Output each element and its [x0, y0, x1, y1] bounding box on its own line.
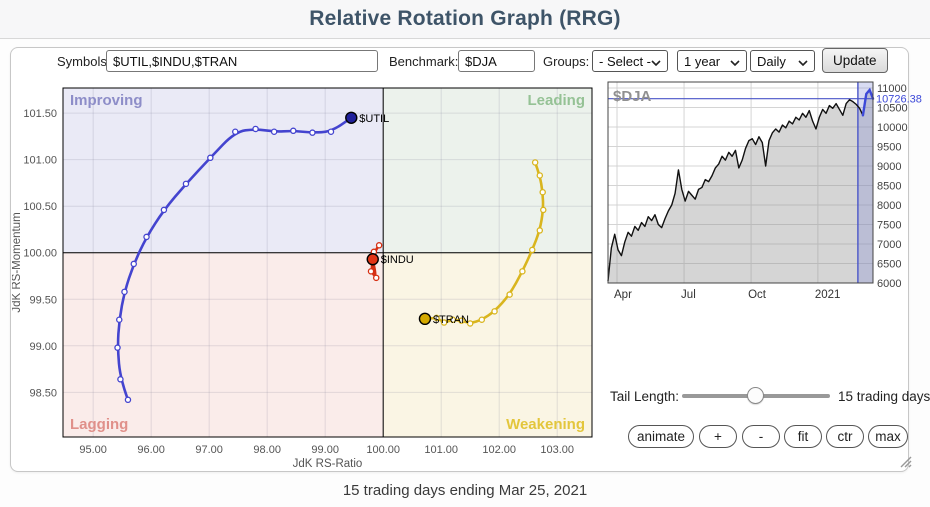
rrg-x-axis-label: JdK RS-Ratio [293, 458, 363, 470]
update-button[interactable]: Update [822, 48, 888, 73]
svg-text:Jul: Jul [681, 289, 696, 301]
svg-text:11000: 11000 [877, 83, 907, 95]
quadrant-leading [383, 88, 592, 253]
period-select-value: 1 year [684, 53, 721, 69]
price-line-recent [861, 87, 875, 117]
svg-text:101.00: 101.00 [424, 444, 458, 456]
svg-text:7000: 7000 [877, 239, 901, 251]
animate-button[interactable]: animate [628, 425, 694, 448]
quadrant-weakening [383, 252, 592, 437]
svg-text:8500: 8500 [877, 181, 901, 193]
svg-text:8000: 8000 [877, 200, 901, 212]
groups-select[interactable]: - Select - [592, 50, 668, 72]
benchmark-label: Benchmark: [389, 54, 459, 69]
chevron-down-icon [798, 54, 808, 69]
chevron-down-icon [730, 54, 740, 69]
symbol-label-$TRAN: $TRAN [433, 314, 469, 326]
symbol-label-$UTIL: $UTIL [359, 113, 389, 125]
svg-text:99.50: 99.50 [29, 294, 57, 306]
svg-text:96.00: 96.00 [137, 444, 165, 456]
page-title: Relative Rotation Graph (RRG) [309, 7, 621, 30]
center-button[interactable]: ctr [826, 425, 864, 448]
fit-button[interactable]: fit [784, 425, 822, 448]
svg-text:10000: 10000 [877, 122, 908, 134]
header-bar: Relative Rotation Graph (RRG) [0, 0, 930, 39]
tail-length-slider[interactable] [682, 387, 830, 404]
resize-handle-icon[interactable] [896, 452, 912, 468]
recent-period-band [857, 82, 873, 283]
svg-text:100.00: 100.00 [366, 444, 400, 456]
svg-text:9500: 9500 [877, 142, 901, 154]
svg-text:101.50: 101.50 [23, 108, 57, 120]
svg-text:6000: 6000 [877, 278, 901, 290]
svg-text:7500: 7500 [877, 220, 901, 232]
quadrant-improving [63, 88, 384, 253]
svg-text:100.00: 100.00 [23, 248, 57, 260]
svg-text:6500: 6500 [877, 259, 901, 271]
footer-caption: 15 trading days ending Mar 25, 2021 [342, 482, 588, 499]
quadrant-lagging [63, 252, 384, 437]
svg-text:99.00: 99.00 [29, 341, 57, 353]
last-value-label: 10726.38 [876, 94, 922, 106]
benchmark-chart: 11000 10500 10000 9500 9000 8500 8000 7500 7000 6… [607, 81, 922, 301]
quadrant-label-lagging: Lagging [70, 416, 128, 433]
svg-text:Oct: Oct [748, 289, 767, 301]
marker-$TRAN[interactable] [418, 312, 432, 326]
frequency-select[interactable]: Daily [750, 50, 815, 72]
zoom-out-button[interactable]: - [742, 425, 780, 448]
price-area [608, 89, 873, 283]
symbol-label-$INDU: $INDU [381, 254, 414, 266]
svg-text:9000: 9000 [877, 161, 901, 173]
quadrant-label-improving: Improving [70, 92, 143, 109]
groups-select-value: - Select - [599, 53, 652, 69]
frequency-select-value: Daily [757, 53, 786, 69]
svg-text:10500: 10500 [877, 103, 908, 115]
svg-text:102.00: 102.00 [482, 444, 516, 456]
marker-$INDU[interactable] [366, 253, 379, 266]
chevron-down-icon [651, 54, 661, 69]
symbols-input[interactable] [106, 50, 378, 72]
tail-length-value: 15 trading days [838, 389, 930, 404]
benchmark-input[interactable] [458, 50, 535, 72]
svg-text:97.00: 97.00 [195, 444, 223, 456]
symbols-label: Symbols: [57, 54, 111, 69]
period-select[interactable]: 1 year [677, 50, 747, 72]
svg-text:101.00: 101.00 [23, 155, 57, 167]
svg-text:95.00: 95.00 [79, 444, 107, 456]
benchmark-symbol-label: $DJA [613, 88, 652, 105]
svg-text:100.50: 100.50 [23, 201, 57, 213]
svg-text:Apr: Apr [614, 289, 632, 301]
maximize-button[interactable]: max [868, 425, 908, 448]
svg-text:98.00: 98.00 [253, 444, 281, 456]
tail-length-label: Tail Length: [610, 389, 680, 404]
tail-length-slider-handle[interactable] [746, 387, 764, 404]
rrg-chart[interactable]: 95.00 96.00 97.00 98.00 99.00 100.00 101.00 102… [12, 80, 602, 472]
groups-label: Groups: [543, 54, 590, 69]
svg-text:99.00: 99.00 [311, 444, 339, 456]
zoom-in-button[interactable]: + [699, 425, 737, 448]
svg-text:2021: 2021 [815, 289, 841, 301]
marker-$UTIL[interactable] [345, 111, 358, 124]
quadrant-label-leading: Leading [527, 92, 585, 109]
rrg-y-axis-label: JdK RS-Momentum [12, 212, 23, 312]
svg-text:103.00: 103.00 [540, 444, 574, 456]
price-line [607, 99, 864, 282]
svg-text:98.50: 98.50 [29, 387, 57, 399]
quadrant-label-weakening: Weakening [506, 416, 585, 433]
